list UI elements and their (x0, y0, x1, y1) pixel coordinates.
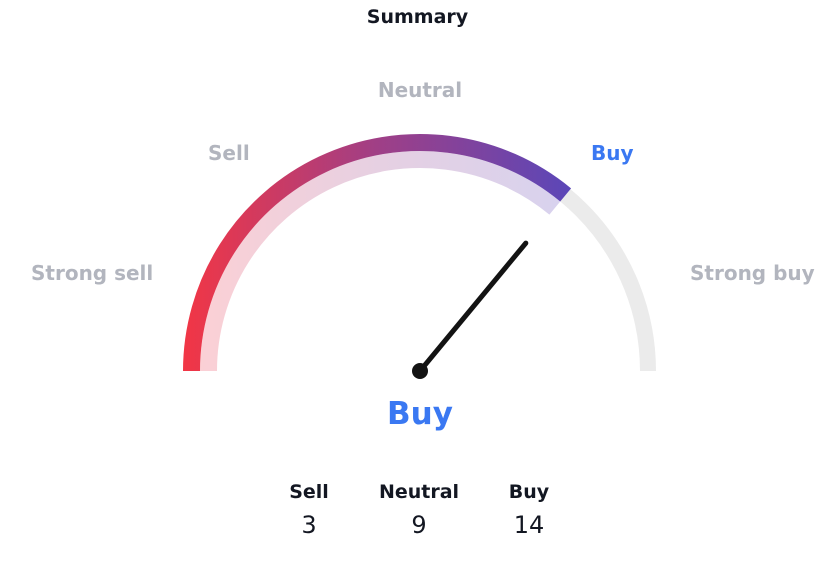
count-sell: Sell 3 (254, 481, 364, 539)
label-strong-buy: Strong buy (690, 261, 815, 285)
label-neutral: Neutral (377, 78, 463, 102)
count-buy: Buy 14 (474, 481, 584, 539)
count-neutral: Neutral 9 (364, 481, 474, 539)
gauge-result: Buy (387, 396, 453, 432)
gauge-fill-inner (200, 151, 561, 372)
gauge-needle-hub (412, 363, 428, 379)
label-buy: Buy (591, 141, 634, 165)
label-strong-sell: Strong sell (31, 261, 154, 285)
gauge-fill (183, 134, 572, 372)
chart-title: Summary (366, 6, 469, 28)
count-neutral-label: Neutral (378, 481, 460, 503)
count-sell-value: 3 (301, 511, 317, 539)
count-neutral-value: 9 (411, 511, 427, 539)
label-sell: Sell (208, 141, 250, 165)
gauge-needle (417, 240, 529, 374)
count-sell-label: Sell (289, 481, 329, 503)
count-buy-value: 14 (513, 511, 545, 539)
count-buy-label: Buy (508, 481, 550, 503)
gauge-track (184, 135, 656, 372)
